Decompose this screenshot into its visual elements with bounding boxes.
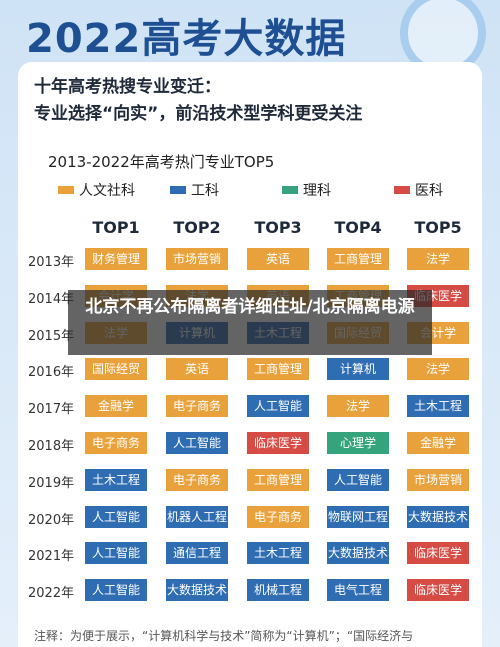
column-header: TOP5 (414, 218, 462, 237)
table-cell: 电气工程 (327, 579, 389, 602)
legend-label: 理科 (303, 183, 331, 199)
row-year: 2014年 (28, 291, 75, 307)
column-header: TOP4 (334, 218, 382, 237)
row-year: 2013年 (28, 255, 75, 270)
table-cell: 电子商务 (85, 432, 147, 454)
table-cell: 人工智能 (247, 395, 309, 418)
table-cell: 大数据技术 (327, 542, 389, 565)
row-year: 2019年 (28, 475, 75, 491)
table-cell: 人工智能 (166, 432, 228, 454)
watermark-overlay: 北京不再公布隔离者详细住址/北京隔离电源 (68, 290, 432, 355)
legend-label: 人文社科 (79, 183, 135, 199)
table-cell: 土木工程 (407, 395, 469, 418)
subtitle: 十年高考热搜专业变迁： (34, 77, 221, 97)
footnote: 注释：为便于展示，“计算机科学与技术”简称为“计算机”；“国际经济与 (34, 629, 414, 643)
table-cell: 财务管理 (85, 248, 147, 270)
table-cell: 临床医学 (407, 542, 469, 565)
table-cell: 市场营销 (166, 248, 228, 270)
table-cell: 大数据技术 (407, 505, 469, 528)
table-cell: 人工智能 (85, 505, 147, 528)
table-cell: 通信工程 (166, 542, 228, 565)
table-cell: 机器人工程 (166, 505, 228, 528)
table-cell: 人工智能 (85, 542, 147, 565)
row-year: 2022年 (28, 586, 75, 602)
row-year: 2020年 (28, 512, 75, 528)
row-year: 2021年 (28, 549, 75, 565)
legend-swatch (58, 186, 74, 194)
table-title: 2013-2022年高考热门专业TOP5 (48, 153, 275, 171)
table-cell: 土木工程 (247, 542, 309, 565)
legend-label: 医科 (415, 183, 443, 199)
table-cell: 机械工程 (247, 579, 309, 602)
row-year: 2015年 (28, 328, 75, 344)
table-cell: 法学 (327, 395, 389, 418)
column-header: TOP3 (254, 218, 302, 237)
table-cell: 工商管理 (327, 248, 389, 270)
legend-item: 人文社科 (58, 180, 135, 200)
legend-label: 工科 (191, 183, 219, 199)
table-cell: 金融学 (407, 432, 469, 454)
legend-swatch (170, 186, 186, 194)
row-year: 2017年 (28, 402, 75, 418)
table-cell: 英语 (247, 248, 309, 270)
table-cell: 电子商务 (166, 468, 228, 491)
title: 2022高考大数据 (26, 16, 347, 62)
table-cell: 英语 (166, 358, 228, 381)
table-cell: 临床医学 (407, 579, 469, 602)
legend-swatch (282, 186, 298, 194)
table-cell: 大数据技术 (166, 579, 228, 602)
table-cell: 人工智能 (327, 468, 389, 491)
table-cell: 土木工程 (85, 468, 147, 491)
legend-swatch (394, 186, 410, 194)
table-cell: 国际经贸 (85, 358, 147, 381)
table-cell: 法学 (407, 248, 469, 270)
legend-item: 理科 (282, 180, 331, 200)
column-header: TOP1 (92, 218, 140, 237)
table-cell: 物联网工程 (327, 505, 389, 528)
table-cell: 工商管理 (247, 468, 309, 491)
table-cell: 工商管理 (247, 358, 309, 381)
legend-item: 医科 (394, 180, 443, 200)
table-cell: 金融学 (85, 395, 147, 418)
table-cell: 市场营销 (407, 468, 469, 491)
row-year: 2016年 (28, 365, 75, 381)
legend-item: 工科 (170, 180, 219, 200)
table-cell: 电子商务 (166, 395, 228, 418)
column-header: TOP2 (173, 218, 221, 237)
row-year: 2018年 (28, 439, 75, 454)
table-cell: 心理学 (327, 432, 389, 454)
table-cell: 人工智能 (85, 579, 147, 602)
table-cell: 计算机 (327, 358, 389, 381)
table-cell: 电子商务 (247, 505, 309, 528)
subtitle: 专业选择“向实”，前沿技术型学科更受关注 (34, 104, 363, 124)
table-cell: 临床医学 (247, 432, 309, 454)
table-cell: 法学 (407, 358, 469, 381)
